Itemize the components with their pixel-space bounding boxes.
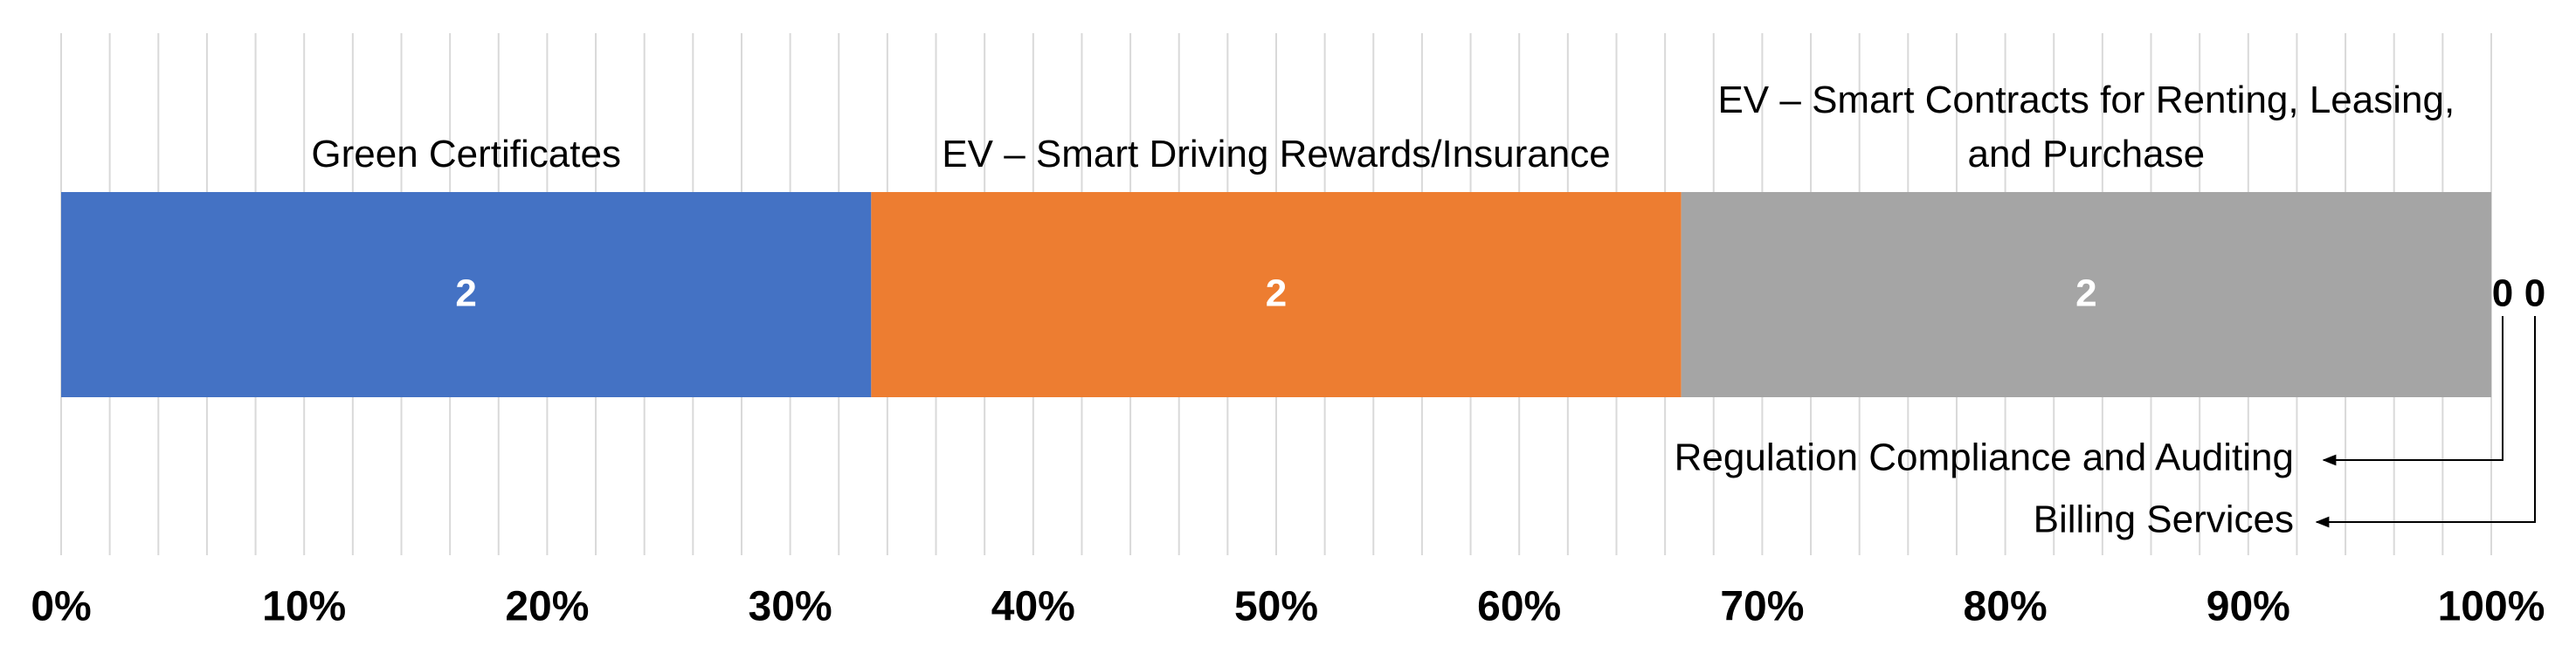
value-label: 2: [1266, 272, 1287, 315]
bar-segment: [871, 192, 1682, 397]
value-label: 2: [455, 272, 476, 315]
x-tick-label: 0%: [31, 584, 91, 630]
x-tick-label: 30%: [749, 584, 832, 630]
leader-line: [2315, 316, 2536, 528]
bar-segment: [61, 192, 872, 397]
series-label: EV – Smart Driving Rewards/Insurance: [942, 133, 1611, 175]
x-tick-label: 40%: [991, 584, 1075, 630]
series-label: EV – Smart Contracts for Renting, Leasin…: [1717, 79, 2455, 175]
x-tick-label: 50%: [1234, 584, 1318, 630]
x-tick-label: 80%: [1964, 584, 2048, 630]
series-label: Regulation Compliance and Auditing: [1675, 436, 2294, 479]
series-label: Green Certificates: [311, 133, 621, 175]
x-tick-label: 70%: [1720, 584, 1804, 630]
x-tick-label: 90%: [2207, 584, 2290, 630]
value-label: 2: [2075, 272, 2096, 315]
bar-segment: [1681, 192, 2491, 397]
leader-line: [2322, 316, 2503, 466]
x-tick-label: 20%: [505, 584, 589, 630]
series-label: Billing Services: [2034, 498, 2294, 541]
x-tick-label: 10%: [262, 584, 346, 630]
value-label: 0: [2524, 272, 2545, 315]
value-label: 0: [2492, 272, 2513, 315]
x-tick-label: 100%: [2438, 584, 2545, 630]
x-tick-label: 60%: [1477, 584, 1561, 630]
